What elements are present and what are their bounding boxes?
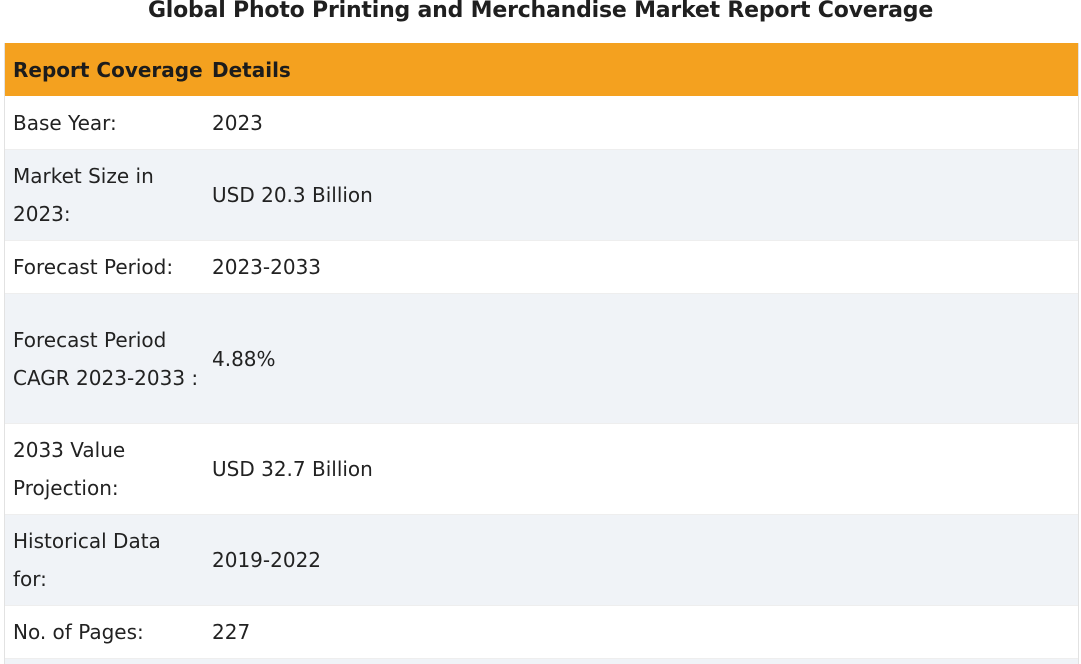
report-coverage-table: Report Coverage Details Base Year: 2023 … [4,43,1079,664]
table-header-row: Report Coverage Details [5,43,1078,96]
table-row: No. of Pages: 227 [5,606,1078,659]
row-label: Forecast Period CAGR 2023-2033 : [5,321,205,397]
row-value: USD 20.3 Billion [180,176,373,214]
table-row: Forecast Period: 2023-2033 [5,241,1078,294]
row-label: 2033 Value Projection: [5,431,165,507]
row-label: Forecast Period: [5,248,205,286]
row-value: 2023-2033 [205,248,321,286]
row-value: 2019-2022 [180,541,321,579]
table-row: Forecast Period CAGR 2023-2033 : 4.88% [5,294,1078,424]
table-row: Market Size in 2023: USD 20.3 Billion [5,150,1078,241]
page-title: Global Photo Printing and Merchandise Ma… [0,0,1081,28]
table-row: 2033 Value Projection: USD 32.7 Billion [5,424,1078,515]
row-value: 2023 [205,104,263,142]
header-details: Details [205,51,291,89]
table-row: Base Year: 2023 [5,96,1078,150]
row-label: Base Year: [5,104,205,142]
table-row: Historical Data for: 2019-2022 [5,515,1078,606]
table-row-partial [5,659,1078,664]
row-value: USD 32.7 Billion [165,450,373,488]
header-report-coverage: Report Coverage [5,51,205,89]
row-label: Market Size in 2023: [5,157,180,233]
row-value: 4.88% [205,340,276,378]
row-label: Historical Data for: [5,522,180,598]
row-label: No. of Pages: [5,613,205,651]
row-value: 227 [205,613,250,651]
